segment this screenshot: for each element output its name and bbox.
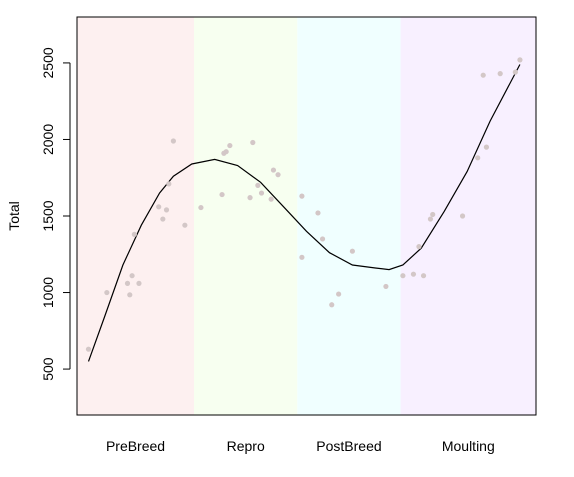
data-point [275, 172, 281, 178]
data-points-layer [85, 57, 523, 352]
y-tick-label: 1000 [40, 277, 56, 308]
data-point [127, 292, 133, 298]
data-point [483, 144, 490, 150]
y-tick-label: 2000 [40, 124, 56, 155]
data-point [156, 204, 162, 210]
data-point [136, 280, 142, 286]
data-point [459, 213, 466, 219]
phase-band-prebreed [77, 17, 195, 415]
data-point [219, 191, 225, 198]
data-point [420, 273, 427, 279]
x-phase-label-repro: Repro [227, 438, 265, 454]
data-point [163, 207, 170, 213]
data-point [336, 291, 342, 297]
data-point [160, 216, 166, 222]
data-point [400, 273, 406, 279]
data-point [270, 167, 277, 173]
data-point [104, 289, 110, 296]
data-point [497, 71, 503, 77]
y-tick-label: 1500 [40, 200, 56, 231]
data-point [517, 57, 523, 63]
data-point [131, 231, 137, 237]
data-point [315, 210, 321, 216]
data-point [170, 138, 176, 144]
data-point [124, 280, 131, 286]
x-phase-label-moulting: Moulting [442, 438, 495, 454]
data-point [223, 149, 229, 155]
y-tick-label: 2500 [40, 47, 56, 78]
data-point [85, 346, 92, 352]
data-point [319, 236, 326, 242]
smooth-curve-layer [87, 64, 521, 362]
phase-band-repro [194, 17, 298, 415]
data-point [268, 196, 274, 202]
x-phase-label-prebreed: PreBreed [106, 438, 165, 454]
data-point [299, 193, 305, 199]
data-point [166, 181, 172, 187]
data-point [427, 216, 434, 222]
data-point [475, 155, 481, 161]
data-point [512, 69, 518, 75]
data-point [255, 182, 261, 188]
data-point [430, 211, 436, 218]
y-tick-label: 500 [40, 357, 56, 381]
y-axis-label: Total [6, 201, 22, 231]
data-point [247, 195, 253, 201]
data-point [182, 222, 188, 228]
phase-bands [77, 17, 536, 415]
data-point [480, 72, 486, 78]
plot-frame [76, 16, 537, 416]
data-point [329, 302, 335, 308]
data-point [383, 283, 389, 290]
x-phase-label-postbreed: PostBreed [316, 438, 381, 454]
data-point [299, 254, 305, 260]
data-point [250, 139, 256, 146]
data-point [227, 142, 233, 149]
data-point [349, 248, 355, 254]
data-point [258, 190, 265, 196]
phase-band-postbreed [297, 17, 401, 415]
data-point [410, 271, 417, 277]
smooth-curve [87, 64, 521, 362]
data-point [198, 204, 204, 211]
data-point [129, 273, 135, 279]
data-point [416, 244, 422, 250]
x-axis-phase-labels: PreBreed Repro PostBreed Moulting [106, 438, 495, 454]
y-axis: 500 1000 1500 2000 2500 [40, 47, 71, 381]
phase-band-moulting [400, 17, 536, 415]
